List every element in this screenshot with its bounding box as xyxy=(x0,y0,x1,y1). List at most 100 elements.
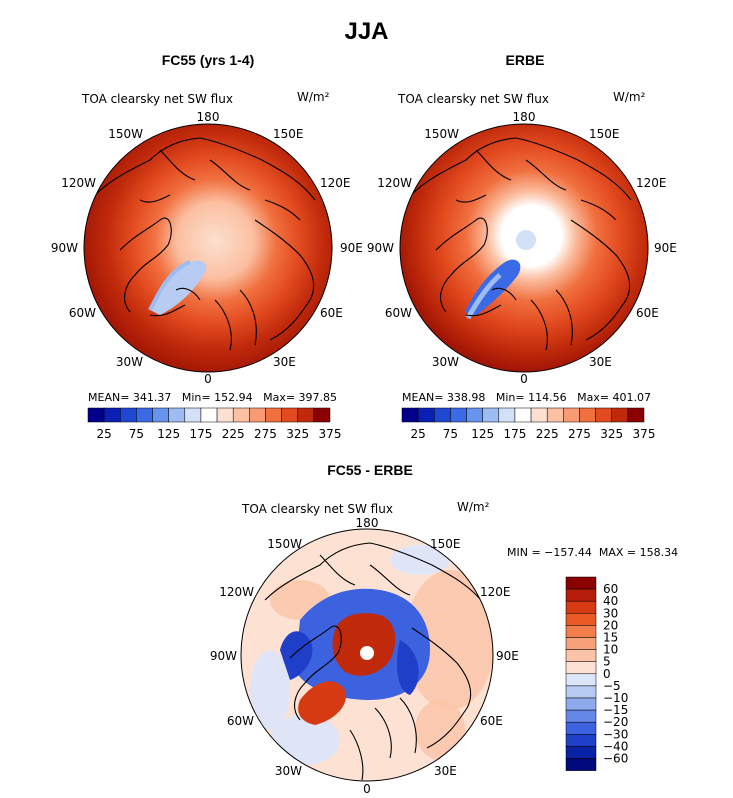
main-title: JJA xyxy=(344,18,389,45)
colorbar-swatch xyxy=(565,746,597,759)
diff-panel-title: FC55 - ERBE xyxy=(327,462,413,478)
diff-variable-label: TOA clearsky net SW flux xyxy=(242,502,393,516)
colorbar-tick-label: −20 xyxy=(603,715,628,729)
colorbar-swatch xyxy=(313,407,331,423)
right-stats: MEAN= 338.98 Min= 114.56 Max= 401.07 xyxy=(402,391,652,404)
colorbar-tick-label: 15 xyxy=(603,631,618,645)
colorbar-tick-label: 225 xyxy=(536,427,559,441)
left-lon-150w: 150W xyxy=(108,127,143,141)
colorbar-swatch xyxy=(281,407,298,423)
diff-red-core xyxy=(332,613,396,676)
diff-units-label: W/m² xyxy=(457,500,490,514)
colorbar-tick-label: 20 xyxy=(603,618,618,632)
colorbar-swatch xyxy=(450,407,467,423)
right-colorbar: 25 75 125 175 225 275 325 375 xyxy=(401,407,656,441)
right-lon-0: 0 xyxy=(520,372,528,386)
colorbar-swatch xyxy=(184,407,202,423)
colorbar-swatch xyxy=(434,407,451,423)
colorbar-swatch xyxy=(611,407,629,423)
colorbar-tick-label: 75 xyxy=(443,427,458,441)
colorbar-swatch xyxy=(265,407,282,423)
colorbar-swatch xyxy=(530,407,548,423)
right-lon-30e: 30E xyxy=(589,355,612,369)
colorbar-swatch xyxy=(627,407,645,423)
left-lon-0: 0 xyxy=(204,372,212,386)
left-lon-120w: 120W xyxy=(61,176,96,190)
diff-lon-150e: 150E xyxy=(430,537,461,551)
colorbar-tick-label: 25 xyxy=(410,427,425,441)
colorbar-tick-label: 60 xyxy=(603,582,618,596)
colorbar-swatch xyxy=(565,637,597,650)
right-panel-title: ERBE xyxy=(505,52,545,68)
colorbar-swatch xyxy=(152,407,169,423)
left-lon-120e: 120E xyxy=(320,176,351,190)
left-polar-map xyxy=(83,123,333,373)
colorbar-tick-label: 10 xyxy=(603,643,618,657)
diff-lon-60e: 60E xyxy=(480,714,503,728)
colorbar-swatch xyxy=(565,613,597,626)
colorbar-tick-label: −5 xyxy=(603,679,621,693)
colorbar-swatch xyxy=(216,407,234,423)
diff-lon-60w: 60W xyxy=(227,714,254,728)
colorbar-tick-label: −60 xyxy=(603,752,628,766)
colorbar-swatch xyxy=(466,407,483,423)
colorbar-tick-label: 175 xyxy=(503,427,526,441)
colorbar-swatch xyxy=(168,407,186,423)
colorbar-swatch xyxy=(565,649,597,662)
left-lon-60e: 60E xyxy=(320,306,343,320)
colorbar-swatch xyxy=(232,407,250,423)
left-lon-60w: 60W xyxy=(69,306,96,320)
right-lon-60e: 60E xyxy=(636,306,659,320)
right-variable-label: TOA clearsky net SW flux xyxy=(398,92,549,106)
diff-lon-150w: 150W xyxy=(267,537,302,551)
right-lon-120e: 120E xyxy=(636,176,667,190)
colorbar-tick-label: 275 xyxy=(254,427,277,441)
left-lon-150e: 150E xyxy=(273,127,304,141)
right-lon-30w: 30W xyxy=(432,355,459,369)
colorbar-tick-label: 75 xyxy=(129,427,144,441)
colorbar-swatch xyxy=(565,661,597,675)
colorbar-swatch xyxy=(546,407,564,423)
colorbar-swatch xyxy=(565,709,597,723)
colorbar-swatch xyxy=(482,407,500,423)
left-lon-30w: 30W xyxy=(116,355,143,369)
left-lon-30e: 30E xyxy=(273,355,296,369)
colorbar-tick-label: 0 xyxy=(603,667,611,681)
colorbar-tick-label: 40 xyxy=(603,594,618,608)
left-colorbar: 25 75 125 175 225 275 325 375 xyxy=(87,407,342,441)
colorbar-tick-label: 125 xyxy=(157,427,180,441)
colorbar-swatch xyxy=(579,407,596,423)
colorbar-tick-label: 375 xyxy=(319,427,342,441)
colorbar-swatch xyxy=(514,407,532,423)
right-lon-120w: 120W xyxy=(377,176,412,190)
colorbar-swatch xyxy=(563,407,580,423)
right-lon-150e: 150E xyxy=(589,127,620,141)
colorbar-tick-label: 275 xyxy=(568,427,591,441)
colorbar-swatch xyxy=(565,734,597,747)
colorbar-tick-label: 375 xyxy=(633,427,656,441)
right-pole-hole xyxy=(516,230,536,250)
colorbar-swatch xyxy=(565,588,597,602)
colorbar-swatch xyxy=(565,576,597,590)
diff-lon-0: 0 xyxy=(363,782,371,796)
colorbar-tick-label: 175 xyxy=(189,427,212,441)
colorbar-swatch xyxy=(565,673,597,687)
colorbar-swatch xyxy=(401,407,419,423)
colorbar-tick-label: 5 xyxy=(603,655,611,669)
left-variable-label: TOA clearsky net SW flux xyxy=(82,92,233,106)
diff-lon-120e: 120E xyxy=(480,585,511,599)
colorbar-swatch xyxy=(87,407,105,423)
right-lon-150w: 150W xyxy=(424,127,459,141)
colorbar-swatch xyxy=(565,721,597,735)
colorbar-swatch xyxy=(565,625,597,638)
colorbar-tick-label: 125 xyxy=(471,427,494,441)
colorbar-swatch xyxy=(565,685,597,699)
colorbar-swatch xyxy=(417,407,435,423)
right-lon-60w: 60W xyxy=(385,306,412,320)
colorbar-swatch xyxy=(120,407,137,423)
left-panel-title: FC55 (yrs 1-4) xyxy=(161,52,255,68)
colorbar-tick-label: 325 xyxy=(286,427,309,441)
colorbar-tick-label: −10 xyxy=(603,691,628,705)
